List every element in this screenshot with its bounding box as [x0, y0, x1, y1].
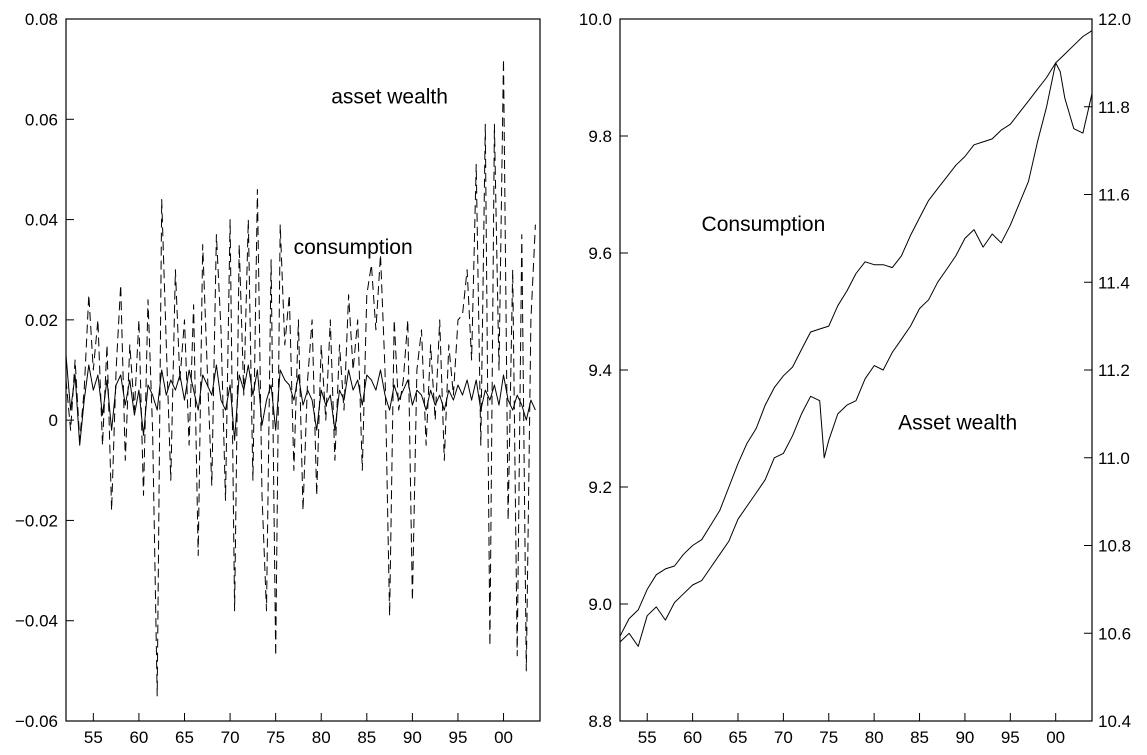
x-tick-label: 90: [403, 728, 422, 747]
x-tick-label: 70: [221, 728, 240, 747]
left-tick-labels: 55 60 65 70 75 80 85 90 95 00 0.08 0.06 0.04 0.02 0 −0.…: [15, 10, 513, 747]
right-plot-frame: [619, 18, 1093, 722]
right-y-tick-label: 11.6: [1098, 186, 1130, 205]
y-tick-label: 0.08: [25, 10, 58, 29]
x-tick-label: 60: [683, 728, 702, 747]
x-tick-label: 70: [774, 728, 793, 747]
left-annotation-label: consumption: [294, 236, 413, 259]
right-annotations: Consumption Asset wealth: [702, 213, 1018, 435]
x-tick-label: 60: [129, 728, 148, 747]
x-tick-label: 95: [1001, 728, 1020, 747]
right-tick-labels: 55 60 65 70 75 80 85 90 95 00 10.0 9.8 9.6 9.4 9.2 9.0 8…: [579, 10, 1131, 747]
y-tick-label: 9.4: [588, 361, 612, 380]
left-annotations: asset wealth consumption: [294, 86, 448, 259]
x-tick-label: 95: [449, 728, 468, 747]
right-axis-ticks: [620, 18, 1092, 722]
asset-wealth-growth-line: [65, 58, 536, 697]
right-y-tick-label: 11.2: [1098, 361, 1130, 380]
y-tick-label: 10.0: [579, 10, 612, 29]
y-tick-label: 9.0: [588, 595, 612, 614]
x-tick-label: 75: [266, 728, 285, 747]
left-axis-ticks: [66, 18, 505, 722]
left-series-group: [65, 58, 536, 697]
y-tick-label: 0: [49, 411, 58, 430]
right-y-tick-label: 10.6: [1098, 624, 1131, 643]
y-tick-label: −0.06: [15, 712, 58, 731]
right-y-tick-label: 11.4: [1098, 273, 1130, 292]
y-tick-label: 0.02: [25, 311, 58, 330]
right-y-tick-label: 11.0: [1098, 449, 1130, 468]
x-tick-label: 00: [1046, 728, 1065, 747]
x-tick-label: 55: [638, 728, 657, 747]
y-tick-label: 9.2: [588, 478, 612, 497]
x-tick-label: 75: [819, 728, 838, 747]
right-y-tick-label: 12.0: [1098, 10, 1131, 29]
y-tick-label: 9.6: [588, 244, 612, 263]
consumption-level-line: [619, 30, 1093, 637]
y-tick-label: −0.04: [15, 612, 58, 631]
asset-wealth-level-line: [619, 62, 1093, 647]
left-annotation-label: asset wealth: [331, 86, 448, 109]
y-tick-label: −0.02: [15, 511, 58, 530]
right-annotation-label: Asset wealth: [898, 412, 1017, 435]
right-chart-panel: 55 60 65 70 75 80 85 90 95 00 10.0 9.8 9.6 9.4 9.2 9.0 8…: [579, 10, 1131, 747]
right-series-group: [619, 30, 1093, 647]
left-plot-frame: [65, 18, 541, 722]
x-tick-label: 80: [865, 728, 884, 747]
left-chart-panel: 55 60 65 70 75 80 85 90 95 00 0.08 0.06 0.04 0.02 0 −0.…: [15, 10, 541, 747]
x-tick-label: 80: [312, 728, 331, 747]
x-tick-label: 90: [955, 728, 974, 747]
y-tick-label: 8.8: [588, 712, 612, 731]
x-tick-label: 65: [729, 728, 748, 747]
x-tick-label: 65: [175, 728, 194, 747]
right-y-tick-label: 11.8: [1098, 98, 1130, 117]
x-tick-label: 55: [84, 728, 103, 747]
x-tick-label: 85: [357, 728, 376, 747]
x-tick-label: 00: [494, 728, 513, 747]
right-annotation-label: Consumption: [702, 213, 826, 236]
right-y-tick-label: 10.8: [1098, 537, 1131, 556]
consumption-growth-line: [65, 354, 536, 446]
right-y-tick-label: 10.4: [1098, 712, 1131, 731]
y-tick-label: 0.04: [25, 211, 58, 230]
x-tick-label: 85: [910, 728, 929, 747]
y-tick-label: 9.8: [588, 127, 612, 146]
y-tick-label: 0.06: [25, 110, 58, 129]
